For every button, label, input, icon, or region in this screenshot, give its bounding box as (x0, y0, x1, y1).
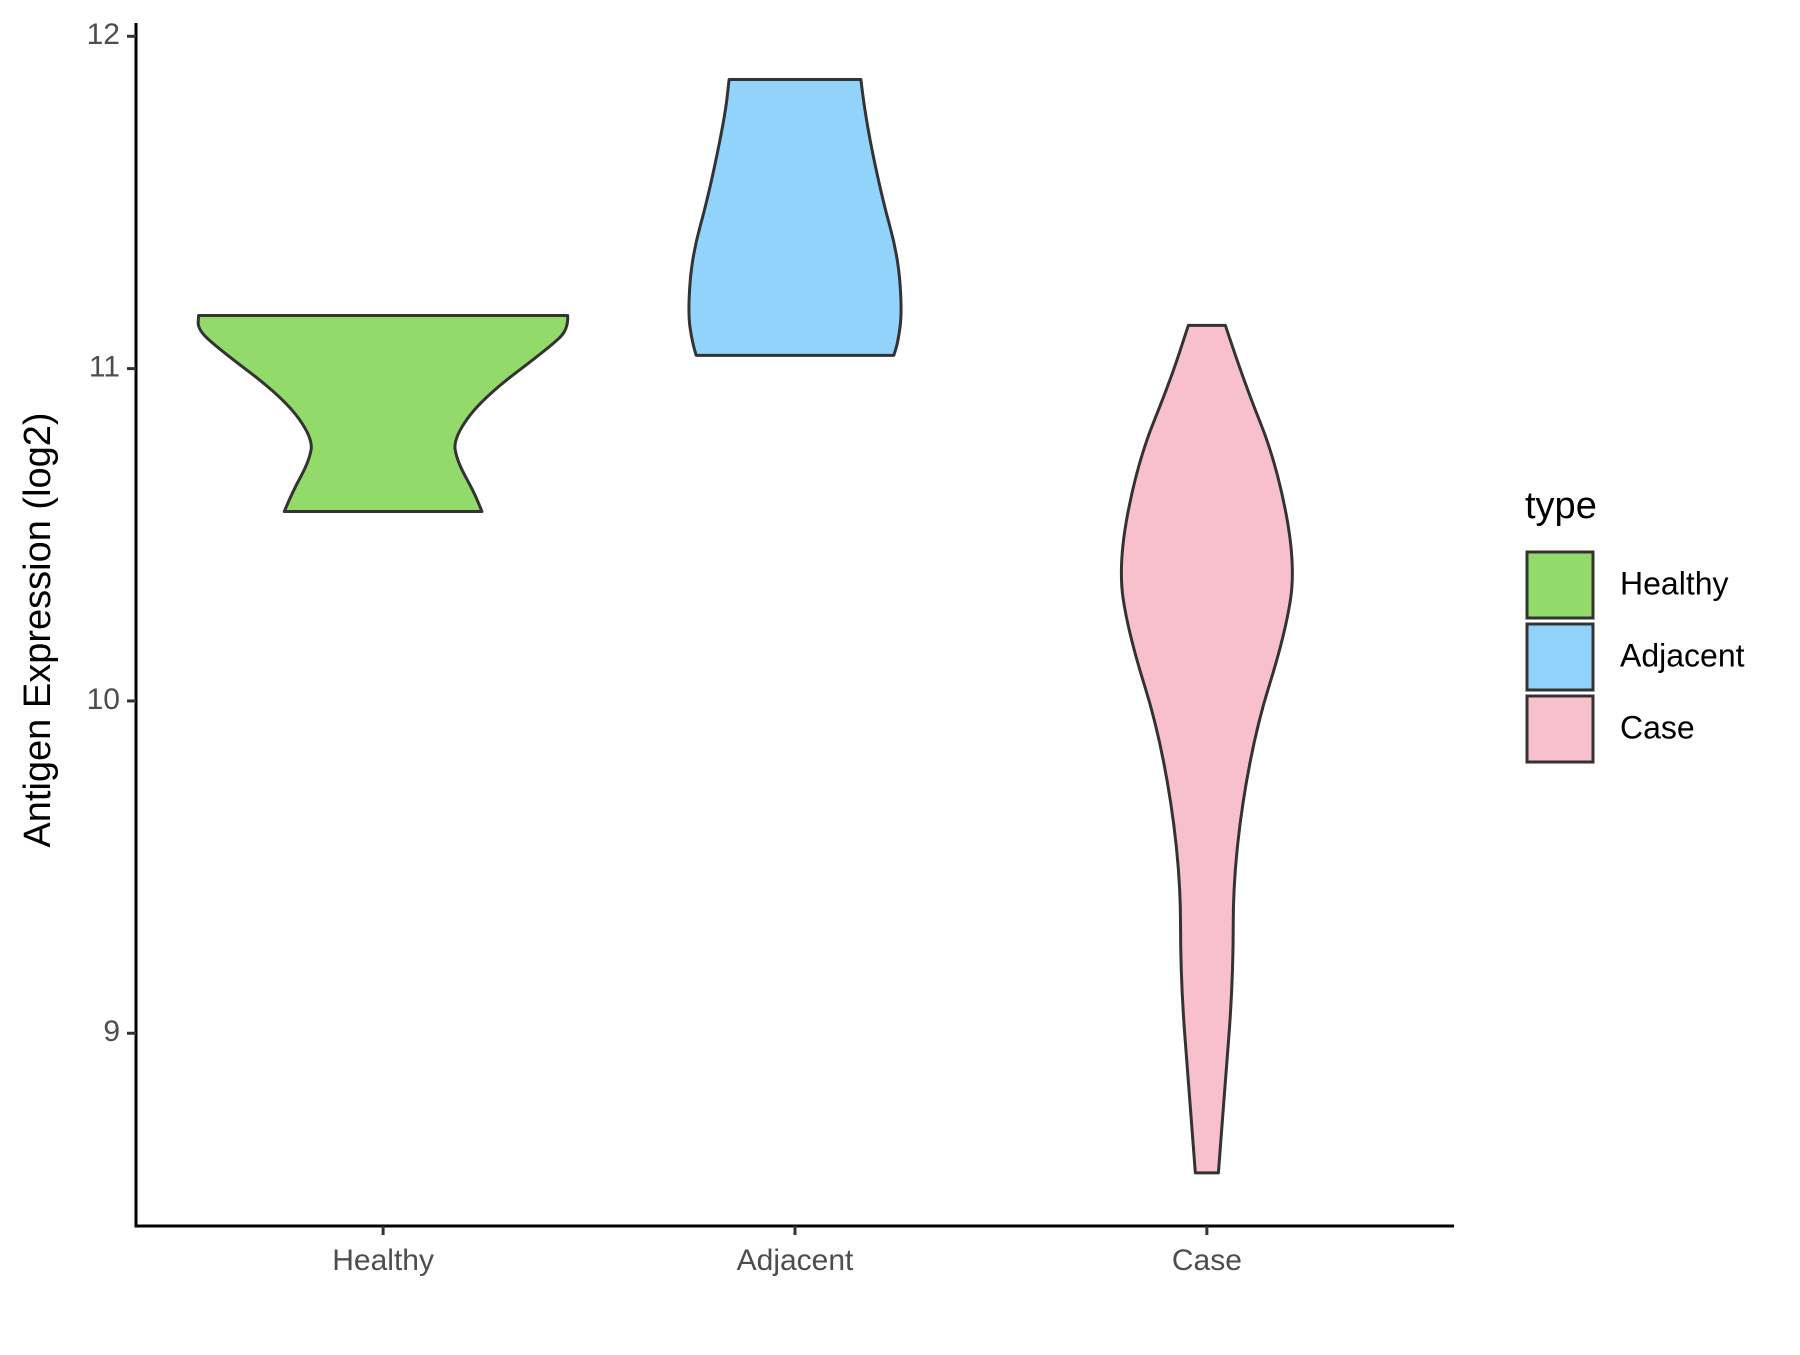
legend-key (1525, 622, 1595, 692)
violin (687, 77, 903, 357)
x-tick-label: Case (1172, 1244, 1242, 1277)
x-tick-label: Adjacent (737, 1244, 854, 1277)
y-tick-label: 11 (89, 351, 120, 384)
legend-label: Case (1620, 709, 1695, 745)
legend-label: Healthy (1620, 565, 1729, 601)
y-axis-title: Antigen Expression (log2) (17, 412, 59, 847)
y-tick-label: 9 (103, 1015, 120, 1048)
violin (1119, 323, 1294, 1175)
violin (196, 313, 570, 514)
legend-label: Adjacent (1620, 637, 1745, 673)
legend-key (1525, 694, 1595, 764)
y-tick-label: 10 (87, 683, 120, 716)
legend-key (1525, 550, 1595, 620)
legend-title: type (1525, 485, 1597, 527)
x-tick-label: Healthy (332, 1244, 434, 1277)
y-tick-label: 12 (87, 18, 120, 51)
